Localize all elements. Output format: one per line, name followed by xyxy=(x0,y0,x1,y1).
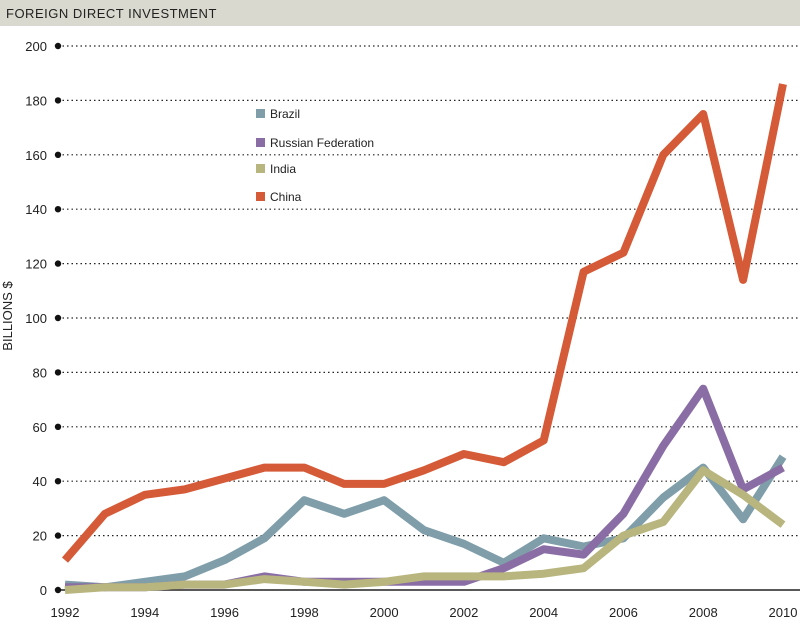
y-tick-dot xyxy=(54,478,62,485)
chart-title: FOREIGN DIRECT INVESTMENT xyxy=(6,6,217,21)
series-line-brazil xyxy=(64,454,787,592)
y-tick-dot xyxy=(54,42,62,50)
x-tick-label: 1994 xyxy=(130,605,159,620)
x-tick-label: 1992 xyxy=(51,605,80,620)
y-tick-label: 120 xyxy=(25,257,47,272)
x-tick-label: 2002 xyxy=(449,605,478,620)
y-tick-dot xyxy=(54,423,62,430)
legend-swatch-india xyxy=(256,164,265,173)
x-tick-label: 1998 xyxy=(290,605,319,620)
y-tick-dot xyxy=(54,314,62,322)
y-tick-dot xyxy=(54,151,62,158)
x-tick-label: 1996 xyxy=(210,605,239,620)
x-tick-label: 2010 xyxy=(769,605,798,620)
legend-label-russian-federation: Russian Federation xyxy=(270,136,374,150)
y-tick-dot xyxy=(54,586,62,594)
x-tick-label: 2006 xyxy=(609,605,638,620)
series-line-china xyxy=(61,83,787,563)
y-tick-label: 20 xyxy=(33,529,47,544)
legend-swatch-brazil xyxy=(256,109,265,118)
y-tick-dot xyxy=(54,260,62,267)
x-tick-label: 2000 xyxy=(370,605,399,620)
y-tick-dot xyxy=(54,206,62,213)
legend-label-brazil: Brazil xyxy=(270,107,300,121)
x-tick-label: 2008 xyxy=(689,605,718,620)
y-tick-label: 200 xyxy=(25,39,47,54)
legend-label-china: China xyxy=(270,190,302,204)
y-tick-label: 180 xyxy=(25,93,47,108)
y-tick-label: 140 xyxy=(25,202,47,217)
legend-swatch-china xyxy=(256,192,265,201)
y-tick-label: 60 xyxy=(33,420,47,435)
x-tick-label: 2004 xyxy=(529,605,558,620)
legend-swatch-russian-federation xyxy=(256,138,265,147)
series-line-india xyxy=(64,466,786,594)
y-tick-dot xyxy=(54,532,62,539)
y-tick-label: 160 xyxy=(25,148,47,163)
y-axis-label: BILLIONS $ xyxy=(0,281,15,351)
y-tick-label: 0 xyxy=(40,583,47,598)
y-axis-ticks: 0 20 40 60 80 100 120 140 160 180 200 xyxy=(25,39,62,598)
series-lines xyxy=(61,83,787,594)
y-tick-dot xyxy=(54,97,62,104)
y-tick-label: 100 xyxy=(25,311,47,326)
chart-title-bar: FOREIGN DIRECT INVESTMENT xyxy=(0,0,800,26)
gridlines xyxy=(58,45,800,591)
legend-label-india: India xyxy=(270,162,296,176)
y-tick-label: 40 xyxy=(33,474,47,489)
y-tick-label: 80 xyxy=(33,365,47,380)
legend: Brazil Russian Federation India China xyxy=(256,107,374,204)
y-tick-dot xyxy=(54,369,62,376)
x-axis-ticks: 1992 1994 1996 1998 2000 2002 2004 2006 2008 2010 xyxy=(51,605,798,620)
